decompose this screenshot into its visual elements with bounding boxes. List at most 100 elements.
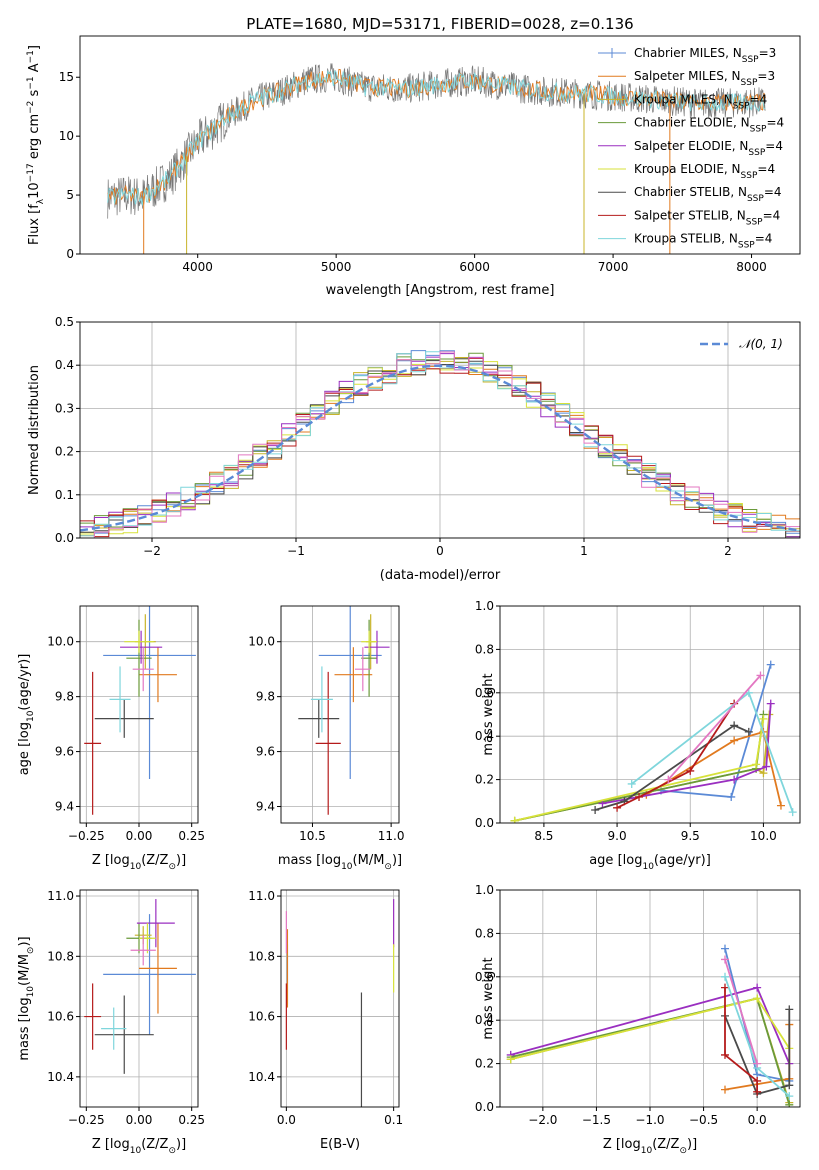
normal-curve (80, 364, 800, 532)
legend: 𝒩(0, 1) (700, 337, 783, 351)
plot-area (281, 890, 399, 1107)
x-axis-label: Z [log10(Z/Z⊙)] (92, 853, 186, 872)
axes-frame: −2.0 −1.5 −1.0 −0.5 0.0 0.0 0.2 0.4 0.6 0.8 1.0 (475, 883, 801, 1127)
y-tick-label: 10 (59, 129, 74, 143)
x-tick-label: 7000 (598, 260, 629, 274)
y-tick-label: 0 (66, 247, 74, 261)
weight-marker (664, 775, 673, 784)
legend-label: Kroupa STELIB, NSSP=4 (634, 232, 772, 251)
x-tick-label: 10.0 (750, 829, 777, 843)
y-tick-label: 0.1 (55, 488, 74, 502)
y-tick-label: 10.8 (248, 949, 275, 963)
y-tick-label: 0.2 (475, 1057, 494, 1071)
panel-age_vs_mass: 10.5 11.0 9.4 9.6 9.8 10.0 mass [log10(M/M⊙)] (248, 605, 405, 872)
weight-marker (753, 1059, 762, 1068)
x-tick-label: 5000 (321, 260, 352, 274)
figure-title: PLATE=1680, MJD=53171, FIBERID=0028, z=0… (246, 15, 633, 33)
x-axis-label: age [log10(age/yr)] (589, 853, 711, 872)
y-tick-label: 15 (59, 70, 74, 84)
panel-mass_vs_Z: −0.25 0.00 0.25 10.4 10.6 10.8 11.0 Z [log10(Z/… (17, 889, 205, 1156)
weight-marker (788, 808, 797, 817)
x-axis-label: wavelength [Angstrom, rest frame] (326, 283, 555, 298)
axes-frame: 4000 5000 6000 7000 8000 0 5 10 15 (59, 35, 801, 274)
weight-marker (686, 766, 695, 775)
legend-label: Salpeter STELIB, NSSP=4 (634, 208, 780, 227)
y-tick-label: 9.4 (256, 800, 275, 814)
plot-area (281, 606, 399, 823)
weight-marker (785, 1092, 794, 1101)
y-tick-label: 11.0 (47, 889, 74, 903)
legend-label: 𝒩(0, 1) (739, 337, 783, 351)
x-axis-label: (data-model)/error (380, 568, 501, 583)
y-tick-label: 0.4 (475, 729, 494, 743)
x-tick-label: 2 (724, 544, 732, 558)
legend-label: Salpeter ELODIE, NSSP=4 (634, 139, 783, 158)
weight-marker (785, 1005, 794, 1014)
x-axis-label: Z [log10(Z/Z⊙)] (603, 1137, 697, 1156)
histogram-step (93, 351, 800, 538)
weight-marker (744, 727, 753, 736)
weight-marker (752, 760, 761, 769)
x-tick-label: 8000 (736, 260, 767, 274)
y-tick-label: 10.4 (47, 1070, 74, 1084)
x-tick-label: 8.5 (534, 829, 553, 843)
legend-label: Salpeter MILES, NSSP=3 (634, 69, 775, 88)
weight-marker (721, 1085, 729, 1094)
weight-line (594, 724, 750, 811)
axes-spine (79, 35, 801, 255)
x-tick-label: −1.5 (582, 1113, 611, 1127)
y-axis-label: mass [log10(M/M⊙)] (17, 936, 36, 1060)
x-tick-label: 9.0 (608, 829, 627, 843)
weight-marker (635, 792, 644, 801)
weight-marker (759, 769, 768, 778)
legend: Chabrier MILES, NSSP=3 Salpeter MILES, NS… (598, 46, 784, 251)
y-tick-label: 10.0 (47, 635, 74, 649)
x-axis-label: Z [log10(Z/Z⊙)] (92, 1137, 186, 1156)
y-tick-label: 10.8 (47, 949, 74, 963)
y-tick-label: 0.8 (475, 642, 494, 656)
y-tick-label: 10.4 (248, 1070, 275, 1084)
y-axis-label: mass weight (481, 957, 496, 1039)
y-tick-label: 0.0 (55, 531, 74, 545)
weight-marker (721, 955, 729, 964)
x-tick-label: 6000 (459, 260, 490, 274)
plot-area (80, 890, 198, 1107)
axes-frame: −2 −1 0 1 2 0.0 0.1 0.2 0.3 0.4 0.5 (55, 315, 801, 558)
y-tick-label: 0.0 (475, 816, 494, 830)
axes-frame: 0.0 0.1 10.4 10.6 10.8 11.0 (248, 889, 403, 1127)
y-axis-label: age [log10(age/yr)] (17, 654, 36, 776)
panel-residuals: −2 −1 0 1 2 0.0 0.1 0.2 0.3 0.4 0.5 (data-model)/er… (27, 315, 801, 583)
model-spectrum (107, 69, 766, 206)
x-tick-label: −0.25 (68, 1113, 105, 1127)
y-tick-label: 0.4 (55, 358, 74, 372)
x-axis-label: mass [log10(M/M⊙)] (278, 853, 402, 872)
y-axis-label: mass weight (481, 673, 496, 755)
axes-frame: 10.5 11.0 9.4 9.6 9.8 10.0 (248, 605, 405, 843)
weight-marker (753, 1076, 762, 1085)
plot-area (500, 606, 800, 823)
y-tick-label: 5 (66, 188, 74, 202)
legend-label: Chabrier MILES, NSSP=3 (634, 46, 776, 65)
weight-line (724, 959, 758, 1064)
panel-weight_vs_age: 8.5 9.0 9.5 10.0 0.0 0.2 0.4 0.6 0.8 1.0 age [log1… (475, 599, 801, 872)
weight-marker (759, 714, 768, 723)
x-tick-label: 10.5 (299, 829, 326, 843)
y-tick-label: 9.4 (55, 800, 74, 814)
legend-label: Chabrier STELIB, NSSP=4 (634, 185, 782, 204)
weight-marker (721, 983, 729, 992)
y-tick-label: 0.0 (475, 1100, 494, 1114)
panel-spectrum: 4000 5000 6000 7000 8000 0 5 10 15 wavelength [An… (26, 35, 801, 298)
x-tick-label: 0.1 (384, 1113, 403, 1127)
y-tick-label: 9.6 (256, 745, 275, 759)
weight-marker (753, 994, 762, 1003)
y-tick-label: 0.6 (475, 970, 494, 984)
panel-age_vs_Z: −0.25 0.00 0.25 9.4 9.6 9.8 10.0 Z [log10(Z/Z⊙)… (17, 605, 205, 872)
x-tick-label: 4000 (182, 260, 213, 274)
x-tick-label: 0.0 (748, 1113, 767, 1127)
y-tick-label: 9.8 (256, 690, 275, 704)
y-tick-label: 11.0 (248, 889, 275, 903)
weight-line (616, 703, 735, 809)
x-tick-label: −2.0 (528, 1113, 557, 1127)
y-tick-label: 1.0 (475, 883, 494, 897)
x-tick-label: 11.0 (378, 829, 405, 843)
